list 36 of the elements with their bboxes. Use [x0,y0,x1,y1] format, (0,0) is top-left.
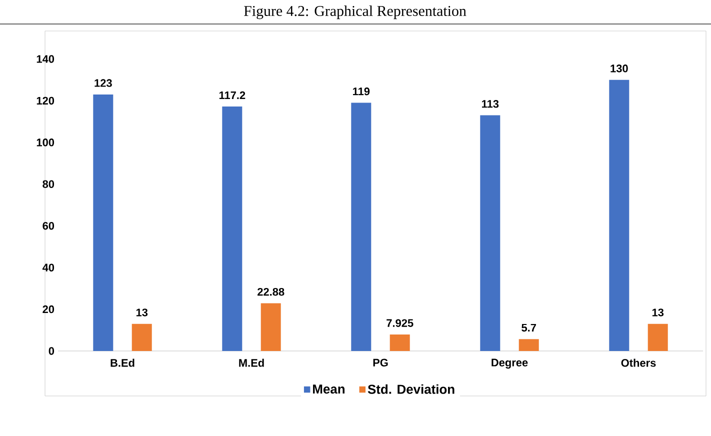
x-tick-label: Degree [492,358,528,369]
data-label: 130 [610,64,628,72]
data-label: 13 [136,308,148,316]
data-label: 13 [652,308,664,316]
data-label: 113 [482,100,499,108]
bar [132,324,152,351]
y-tick-label: 0 [48,347,54,355]
bar [518,339,539,351]
y-tick-label: 80 [42,180,54,188]
y-tick-label: 140 [36,55,54,63]
data-label: 117.2 [219,91,246,100]
x-tick-label: M.Ed [239,358,264,367]
x-tick-label: B.Ed [110,358,134,367]
y-tick-label: 20 [42,305,54,314]
y-tick-label: 100 [36,138,54,146]
x-tick-label: Others [621,358,656,367]
x-tick-label: PG [373,358,388,367]
data-label: 123 [94,79,112,87]
data-label: 22.88 [258,288,284,296]
data-label: 5.7 [522,324,536,332]
bar [648,324,668,351]
bar [93,94,114,351]
bar [480,115,500,351]
chart-title: Figure 4.2: Graphical Representation [244,6,466,20]
legend-label: Std. Deviation [368,384,454,394]
y-tick-label: 40 [42,264,54,272]
y-tick-label: 60 [42,222,54,230]
bar [260,303,281,351]
data-label: 7.925 [386,319,414,327]
legend-label: Mean [313,384,344,394]
y-tick-label: 120 [36,96,54,105]
bar [390,334,410,351]
bar [351,102,372,351]
bar [609,80,630,351]
bar [222,106,242,351]
data-label: 119 [353,88,370,96]
